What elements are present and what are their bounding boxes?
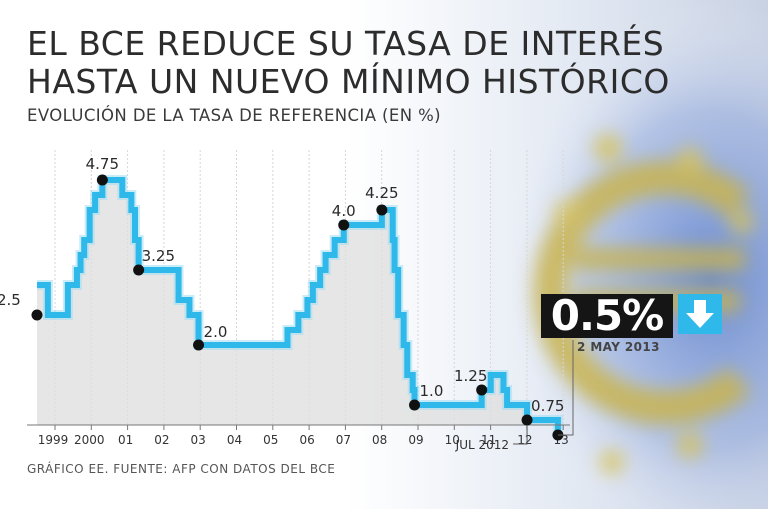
- rate-point-2.0: [193, 339, 205, 351]
- rate-label-3.25: 3.25: [142, 247, 175, 265]
- rate-point-4.75: [96, 174, 108, 186]
- rate-point-4.25: [376, 204, 388, 216]
- x-tick-label-05: 05: [263, 433, 278, 447]
- rate-label-0.75: 0.75: [531, 397, 564, 415]
- rate-label-2.0: 2.0: [204, 323, 228, 341]
- x-tick-label-1999: 1999: [38, 433, 69, 447]
- x-tick-label-2000: 2000: [74, 433, 105, 447]
- current-rate-value: 0.5%: [541, 294, 673, 338]
- x-tick-label-02: 02: [154, 433, 169, 447]
- x-tick-label-09: 09: [408, 433, 423, 447]
- x-tick-label-06: 06: [299, 433, 314, 447]
- chart-title-line2: HASTA UN NUEVO MÍNIMO HISTÓRICO: [27, 62, 670, 101]
- x-tick-label-11: 11: [481, 433, 496, 447]
- rate-label-4.0: 4.0: [332, 202, 356, 220]
- final-value-leader: [557, 340, 574, 436]
- x-tick-label-03: 03: [191, 433, 206, 447]
- x-axis-ticks: 1999 2000 01 02 03 04 05 06 07 08 09 10 11 12 13: [38, 425, 569, 447]
- rate-label-4.75: 4.75: [86, 155, 119, 173]
- rate-point-3.25: [133, 264, 145, 276]
- rate-markers: 2.5 4.75 3.25 2.0 4.0 4.25 1.0 1.25 0.75: [0, 155, 564, 441]
- x-tick-label-10: 10: [445, 433, 460, 447]
- rate-area: [37, 180, 558, 435]
- jul-2012-label: JUL 2012: [455, 438, 509, 452]
- rate-point-1.0: [409, 399, 421, 411]
- x-tick-label-01: 01: [118, 433, 133, 447]
- rate-point-4.0: [338, 219, 350, 231]
- jul-2012-leader: JUL 2012: [455, 340, 574, 452]
- rate-label-1.0: 1.0: [420, 382, 444, 400]
- x-tick-label-07: 07: [336, 433, 351, 447]
- rate-point-2.5: [31, 309, 43, 321]
- source-footnote: GRÁFICO EE. FUENTE: AFP CON DATOS DEL BC…: [27, 462, 336, 476]
- rate-point-0.75: [521, 414, 533, 426]
- rate-label-2.5: 2.5: [0, 291, 21, 309]
- rate-label-4.25: 4.25: [365, 184, 398, 202]
- chart-title-line1: EL BCE REDUCE SU TASA DE INTERÉS: [27, 24, 665, 63]
- x-tick-label-08: 08: [372, 433, 387, 447]
- current-rate-date: 2 MAY 2013: [577, 340, 660, 354]
- x-tick-label-12: 12: [517, 433, 532, 447]
- chart-subtitle: EVOLUCIÓN DE LA TASA DE REFERENCIA (EN %…: [27, 106, 441, 125]
- rate-point-1.25: [476, 384, 488, 396]
- jul-2012-leader-line: [513, 425, 528, 445]
- x-tick-label-04: 04: [227, 433, 242, 447]
- down-arrow-icon: [678, 294, 722, 334]
- rate-label-1.25: 1.25: [454, 367, 487, 385]
